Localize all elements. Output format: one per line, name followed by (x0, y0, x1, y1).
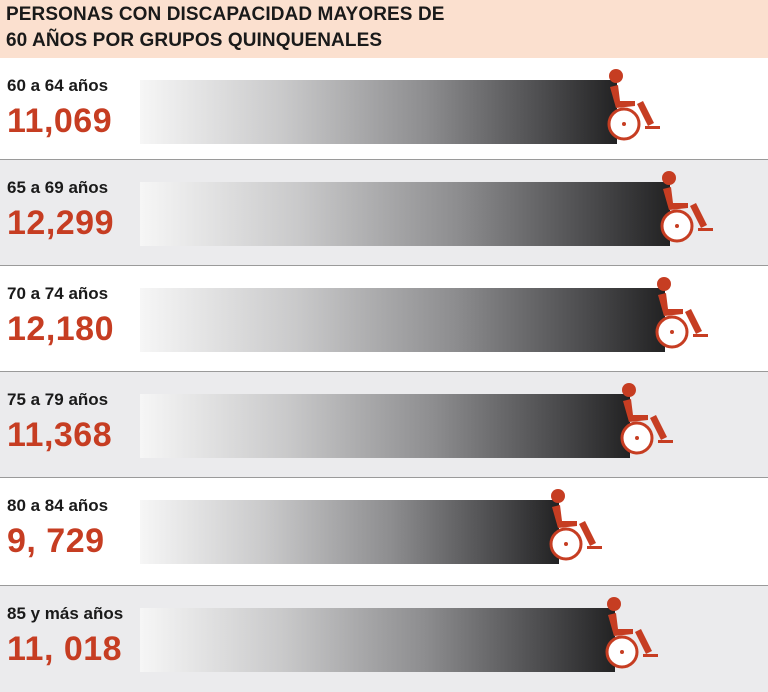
row-divider (0, 585, 768, 586)
wheelchair-icon (605, 597, 658, 669)
value-label: 11, 018 (7, 630, 123, 668)
category-label: 80 a 84 años (7, 496, 109, 515)
wheelchair-icon (655, 277, 708, 349)
bar (140, 80, 617, 144)
wheelchair-icon (660, 171, 713, 243)
bar (140, 608, 615, 672)
wheelchair-icon (549, 489, 602, 561)
category-label: 85 y más años (7, 604, 124, 623)
value-label: 11,069 (7, 102, 113, 140)
bar (140, 288, 665, 352)
wheelchair-icon (607, 69, 660, 141)
row-divider (0, 371, 768, 372)
value-label: 9, 729 (7, 522, 105, 560)
value-label: 11,368 (7, 416, 113, 454)
category-label: 75 a 79 años (7, 390, 109, 409)
chart-title-line-2: 60 AÑOS POR GRUPOS QUINQUENALES (6, 30, 383, 51)
chart-title-line-1: PERSONAS CON DISCAPACIDAD MAYORES DE (6, 4, 445, 25)
bar (140, 500, 559, 564)
row-divider (0, 265, 768, 266)
chart-header: PERSONAS CON DISCAPACIDAD MAYORES DE 60 … (0, 0, 768, 58)
chart-row: 80 a 84 años 9, 729 (0, 478, 768, 585)
wheelchair-icon (620, 383, 673, 455)
chart-row: 75 a 79 años 11,368 (0, 372, 768, 477)
chart-row: 85 y más años 11, 018 (0, 586, 768, 692)
value-label: 12,299 (7, 204, 114, 242)
category-label: 65 a 69 años (7, 178, 109, 197)
row-divider (0, 159, 768, 160)
chart-title: PERSONAS CON DISCAPACIDAD MAYORES DE 60 … (6, 2, 606, 54)
bar (140, 182, 670, 246)
row-divider (0, 477, 768, 478)
chart-row: 70 a 74 años 12,180 (0, 266, 768, 371)
category-label: 60 a 64 años (7, 76, 109, 95)
value-label: 12,180 (7, 310, 114, 348)
chart-row: 60 a 64 años 11,069 (0, 58, 768, 159)
category-label: 70 a 74 años (7, 284, 109, 303)
chart-row: 65 a 69 años 12,299 (0, 160, 768, 265)
bar (140, 394, 630, 458)
